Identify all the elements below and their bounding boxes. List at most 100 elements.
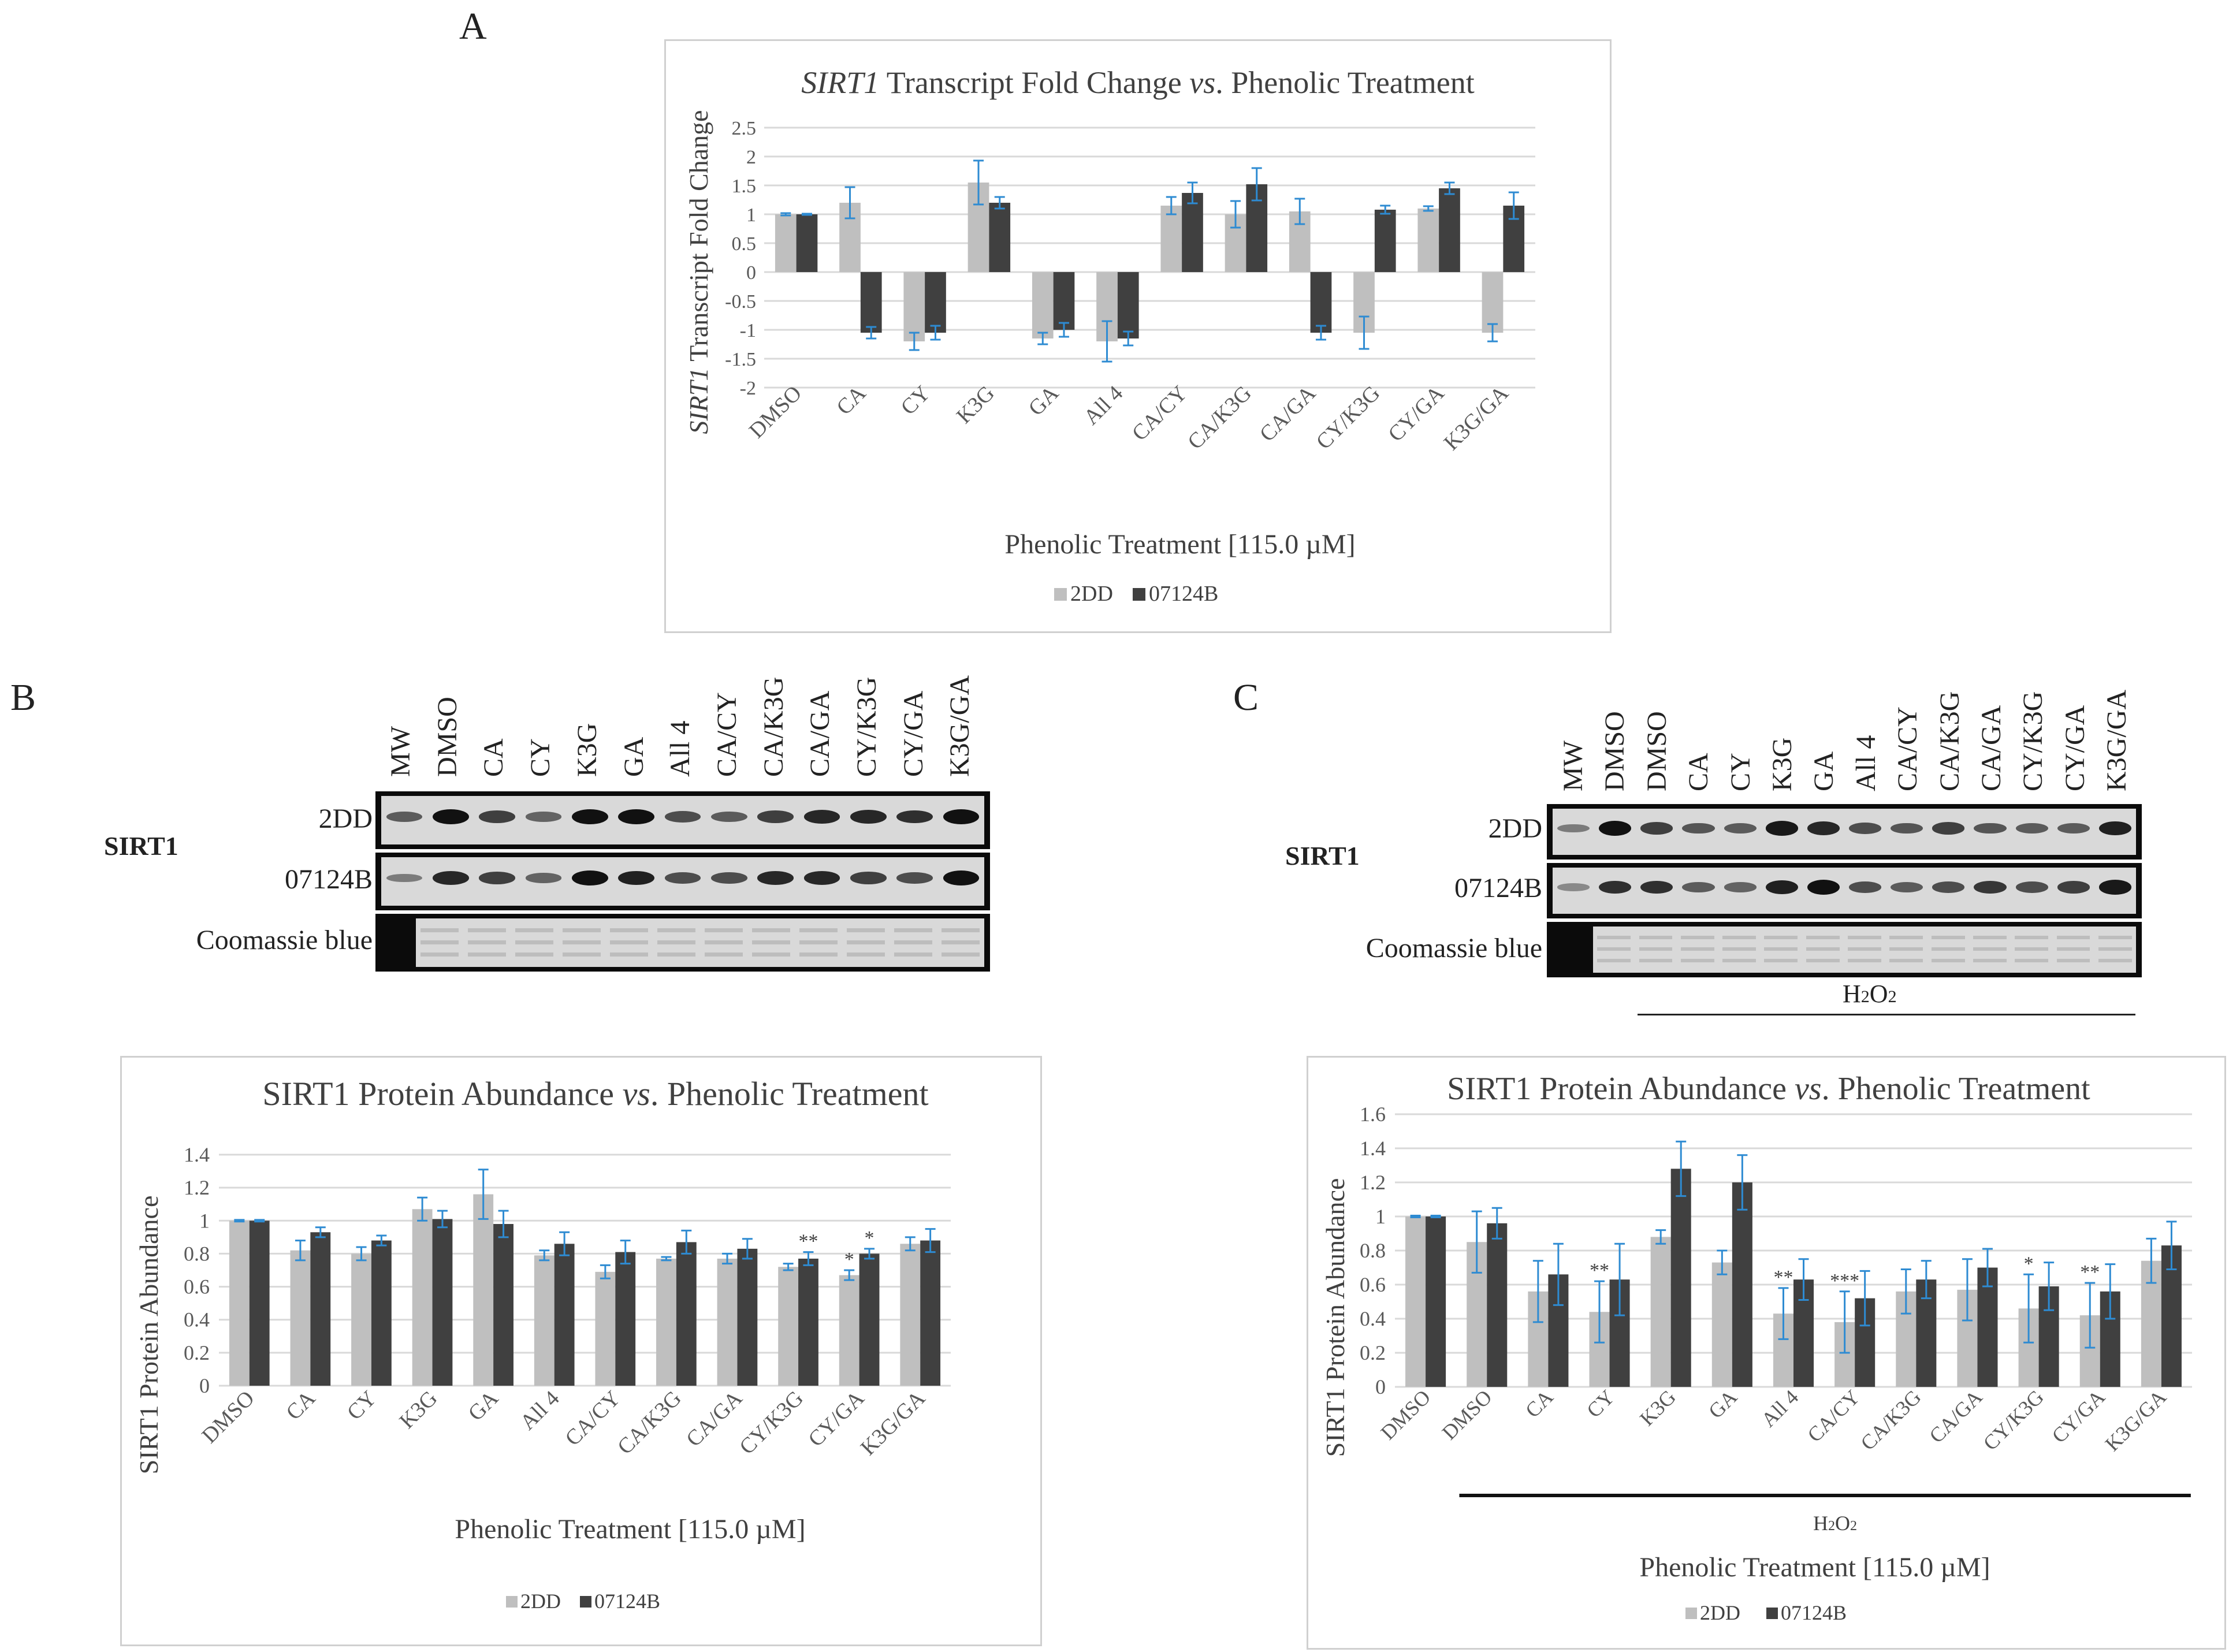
coomassie-band [1722,947,1756,951]
chart-b: SIRT1 Protein Abundance vs. Phenolic Tre… [134,1075,951,1613]
bar-07124b-all-4 [554,1244,575,1386]
bar-2dd-ca-cy [595,1271,616,1386]
coomassie-band [2056,959,2090,963]
bar-2dd-cy [903,272,925,341]
legend-swatch-2dd [1685,1608,1697,1619]
blot-band [1682,823,1715,834]
lane-label: DMSO [431,697,463,777]
coomassie-band [1848,936,1881,940]
x-tick-label: K3G/GA [2101,1385,2171,1456]
blot-c-2dd [1547,804,2142,860]
x-tick-label: CY/K3G [1979,1385,2048,1454]
y-tick-label: 0 [746,262,756,284]
blot-band [1807,880,1840,895]
coomassie-band [705,952,743,957]
lane-label: CY/K3G [851,676,882,777]
error-bar-2dd-all-4 [1778,1287,1789,1340]
coomassie-band [2098,959,2132,963]
coomassie-band [2098,947,2132,951]
error-bar-07124b-ca-k3g [681,1229,692,1255]
blot-band [1848,823,1882,834]
blot-band [2015,881,2048,893]
error-bar-2dd-ca-cy [600,1264,611,1279]
bar-2dd-ga [1032,272,1054,338]
lane-label: MW [385,726,416,777]
error-bar-07124b-ca-ga [1982,1248,1993,1288]
error-bar-07124b-ca-cy [620,1240,631,1265]
error-bar-2dd-cy [909,332,920,351]
lane-label: CA/CY [1892,706,1923,791]
bar-2dd-ca-cy [1160,206,1182,272]
lane-label: CA/K3G [1934,691,1965,791]
error-bar-2dd-ga [478,1169,489,1220]
lane-label: CY/GA [898,690,929,777]
chart-b-ylabel: SIRT1 Protein Abundance [134,1196,163,1475]
y-tick-label: -1.5 [725,349,756,370]
coomassie-band [847,952,885,957]
error-bar-07124b-dmso [1491,1207,1502,1240]
y-tick-label: 0.6 [1360,1273,1386,1296]
blot-band [757,871,794,885]
error-bar-2dd-cy-k3g [2023,1273,2034,1344]
blot-band [943,870,980,885]
legend-label-2dd: 2DD [1070,582,1113,606]
lane-label: GA [618,736,649,777]
coomassie-band [2098,936,2132,940]
coomassie-band [1722,936,1756,940]
coomassie-band [1973,959,2007,963]
blot-band [479,872,516,884]
coomassie-band [610,928,648,932]
blot-band [386,873,423,883]
coomassie-band [1973,947,2007,951]
x-tick-label: CY/K3G [735,1386,808,1460]
x-tick-label: CA [832,381,870,419]
error-bar-07124b-ca-ga [742,1238,753,1260]
coomassie-band [2015,947,2049,951]
blot-band [664,811,701,823]
x-tick-label: CA/K3G [1856,1385,1925,1454]
x-tick-label: CY/GA [1383,381,1449,447]
blot-band [1557,883,1590,891]
blot-b-protein-label: SIRT1 [104,831,178,861]
blot-band [386,812,423,822]
error-bar-2dd-all-4 [1102,320,1112,363]
bar-2dd-ga [473,1194,494,1386]
lane-label: K3G [571,723,602,777]
lane-label: DMSO [1641,711,1672,791]
chart-c-bracket-label: H2O2 [1813,1512,1857,1535]
coomassie-band [799,940,838,944]
coomassie-band [468,940,506,944]
error-bar-07124b-ca-k3g [1921,1260,1932,1300]
y-tick-label: 0.2 [184,1341,210,1364]
error-bar-07124b-ca [866,326,877,340]
blot-band [896,872,933,884]
error-bar-2dd-ca [1532,1260,1543,1323]
legend-label-2dd: 2DD [1700,1601,1740,1624]
blot-band [1557,824,1590,833]
error-bar-07124b-ca-cy [1187,181,1198,204]
bar-07124b-k3g [432,1219,453,1386]
y-tick-label: 0.2 [1360,1341,1386,1364]
coomassie-band [610,940,648,944]
error-bar-2dd-ca-ga [1962,1258,1973,1322]
blot-band [1891,882,1923,892]
blot-band [2057,881,2090,894]
significance-annotation: * [865,1227,875,1249]
blot-band [1640,880,1673,894]
error-bar-07124b-k3g-ga [925,1228,936,1253]
blot-band [1599,821,1632,836]
bar-07124b-cy-k3g [798,1259,818,1386]
coomassie-band [563,928,601,932]
blot-band [757,810,794,823]
coomassie-band [752,940,790,944]
error-bar-2dd-ca-k3g [1900,1268,1911,1315]
coomassie-band [1639,959,1673,963]
chart-c-xlabel: Phenolic Treatment [115.0 µM] [1639,1552,1990,1583]
error-bar-2dd-dmso [1410,1215,1421,1218]
coomassie-band [1848,947,1881,951]
blot-band [618,809,654,824]
legend-swatch-2dd [1054,588,1067,601]
blot-band [710,872,747,884]
blot-band [1640,822,1673,835]
coomassie-band [942,928,980,932]
